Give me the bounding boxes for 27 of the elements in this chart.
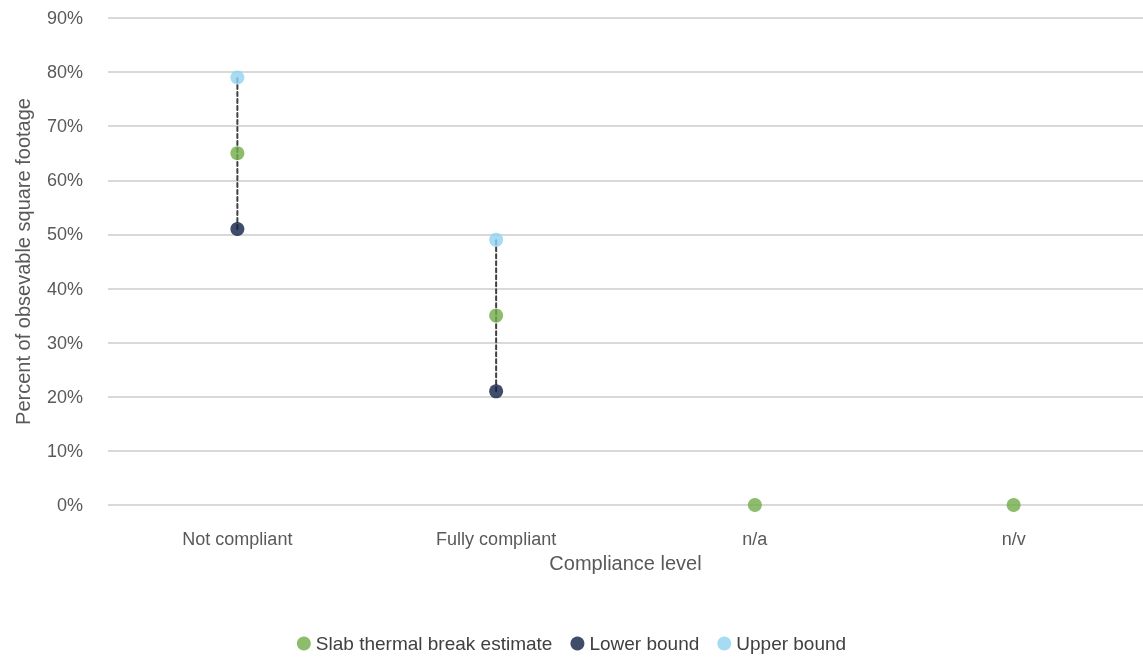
legend-label: Upper bound: [736, 633, 847, 654]
point: [489, 232, 504, 247]
y-tick-label: 90%: [46, 8, 83, 28]
x-tick-label: Not compliant: [182, 529, 293, 549]
x-tick-label: n/v: [1001, 529, 1026, 549]
point: [489, 308, 504, 323]
legend-label: Slab thermal break estimate: [315, 633, 553, 654]
y-tick-label: 0%: [56, 495, 83, 515]
y-tick-label: 40%: [46, 278, 83, 299]
x-axis-title: Compliance level: [549, 551, 702, 574]
point: [747, 498, 762, 512]
y-tick-label: 70%: [46, 116, 83, 137]
legend-label: Lower bound: [589, 633, 700, 654]
point: [230, 146, 245, 161]
y-axis-title: Percent of obsevable square footage: [12, 98, 34, 425]
y-tick-label: 30%: [46, 332, 83, 353]
point: [1006, 498, 1021, 512]
point: [230, 222, 245, 237]
y-tick-label: 20%: [46, 386, 83, 407]
point: [489, 384, 504, 399]
y-tick-label: 50%: [46, 224, 83, 245]
y-tick-label: 10%: [46, 440, 83, 461]
x-tick-label: Fully compliant: [436, 529, 557, 549]
y-tick-label: 60%: [46, 170, 83, 191]
point: [230, 70, 245, 85]
y-tick-label: 80%: [46, 62, 83, 83]
x-tick-label: n/a: [742, 529, 769, 549]
